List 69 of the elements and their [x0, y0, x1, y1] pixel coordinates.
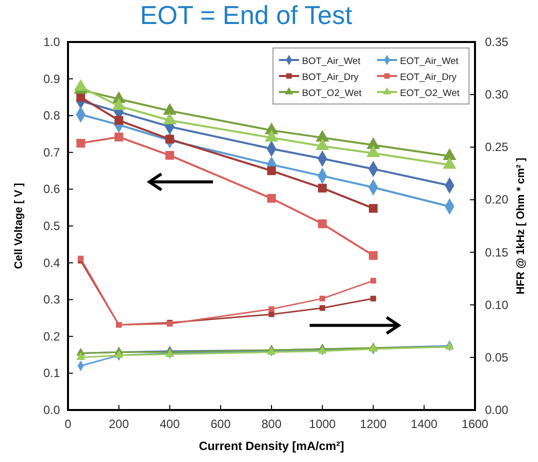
x-tick-label: 200 — [108, 417, 130, 431]
point — [76, 92, 86, 102]
x-tick-label: 1200 — [360, 417, 387, 431]
y-tick-label: 0.6 — [43, 182, 60, 196]
y2-tick-label: 0.15 — [485, 245, 509, 260]
point — [78, 256, 84, 262]
point — [114, 116, 124, 125]
point — [76, 138, 86, 148]
y2-tick-label: 0.10 — [485, 298, 509, 312]
y2-tick-label: 0.25 — [485, 140, 509, 154]
x-tick-label: 800 — [261, 417, 282, 431]
point — [368, 251, 378, 260]
point — [370, 296, 376, 302]
y2-tick-label: 0.35 — [485, 35, 509, 49]
y-tick-label: 0.0 — [43, 403, 60, 417]
point — [320, 305, 326, 311]
point — [74, 80, 88, 91]
x-tick-label: 1400 — [410, 417, 438, 431]
point — [320, 296, 326, 302]
y-axis-title: Cell Voltage [ V ] — [13, 182, 25, 269]
legend-label: BOT_Air_Wet — [302, 56, 361, 67]
point — [163, 113, 176, 124]
y-tick-label: 1.0 — [43, 35, 60, 49]
point — [265, 130, 278, 142]
point — [316, 130, 329, 142]
y-tick-label: 0.1 — [43, 366, 60, 380]
point — [268, 311, 274, 318]
x-axis-title: Current Density [mA/cm²] — [198, 439, 344, 453]
y-tick-label: 0.2 — [43, 329, 60, 344]
y-tick-label: 0.9 — [43, 72, 60, 86]
y2-tick-label: 0.00 — [485, 403, 509, 417]
legend-label: EOT_O2_Wet — [400, 88, 460, 99]
point — [267, 166, 276, 176]
point — [268, 306, 274, 312]
point — [163, 104, 176, 115]
point — [114, 132, 124, 142]
point — [316, 138, 329, 150]
point — [366, 146, 380, 158]
point — [267, 194, 276, 203]
x-tick-label: 1600 — [462, 417, 489, 431]
y-tick-label: 0.8 — [43, 108, 60, 123]
point — [443, 148, 456, 160]
point — [318, 184, 327, 192]
legend-label: EOT_Air_Wet — [400, 56, 459, 67]
y2-tick-label: 0.30 — [485, 88, 509, 102]
x-tick-label: 1000 — [309, 417, 336, 431]
y2-axis-title: HFR @ 1kHz [ Ohm * cm² ] — [515, 157, 527, 294]
point — [165, 134, 174, 144]
y-tick-label: 0.3 — [43, 292, 60, 307]
y-tick-label: 0.7 — [43, 145, 60, 160]
x-tick-label: 400 — [160, 417, 180, 431]
point — [370, 278, 376, 284]
point — [318, 219, 327, 228]
point — [112, 98, 126, 110]
point — [443, 158, 456, 169]
x-tick-label: 0 — [64, 417, 72, 431]
legend-label: BOT_Air_Dry — [302, 72, 359, 83]
y-tick-label: 0.5 — [43, 219, 60, 233]
point — [368, 204, 378, 213]
legend-label: EOT_Air_Dry — [400, 72, 457, 83]
point — [76, 352, 85, 360]
y2-tick-label: 0.05 — [485, 350, 509, 364]
y-tick-label: 0.4 — [43, 256, 60, 270]
point — [165, 150, 174, 160]
legend-label: BOT_O2_Wet — [302, 88, 362, 99]
chart-title: EOT = End of Test — [140, 0, 353, 30]
y2-tick-label: 0.20 — [485, 192, 509, 207]
point — [114, 350, 123, 358]
x-tick-label: 600 — [210, 417, 231, 431]
